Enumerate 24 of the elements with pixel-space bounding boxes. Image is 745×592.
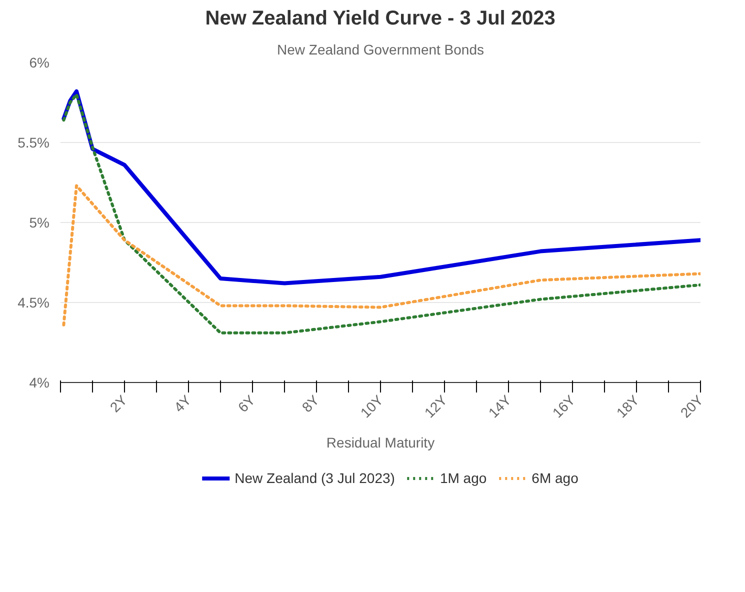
x-tick-label: 16Y [549,391,579,421]
y-tick-label: 4% [29,374,50,390]
y-tick-label: 5% [29,214,50,230]
x-tick-label: 10Y [357,391,387,421]
y-tick-label: 5.5% [18,134,50,150]
legend-label: 6M ago [532,470,578,486]
x-axis-title: Residual Maturity [326,434,435,450]
x-tick-label: 2Y [106,391,131,416]
x-tick-label: 20Y [677,391,707,421]
x-tick-label: 12Y [421,391,451,421]
x-tick-label: 18Y [613,391,643,421]
line-series [62,89,700,286]
chart-subtitle: New Zealand Government Bonds [277,42,484,58]
x-tick-label: 6Y [234,391,259,416]
y-tick-label: 4.5% [18,294,50,310]
line-series [62,93,700,334]
y-tick-label: 6% [29,54,50,70]
x-tick-label: 8Y [298,391,323,416]
line-series [62,184,700,326]
legend-label: 1M ago [440,470,487,486]
chart-title: New Zealand Yield Curve - 3 Jul 2023 [205,8,556,30]
legend-label: New Zealand (3 Jul 2023) [234,470,395,486]
x-tick-label: 14Y [485,391,515,421]
x-tick-label: 4Y [170,391,195,416]
